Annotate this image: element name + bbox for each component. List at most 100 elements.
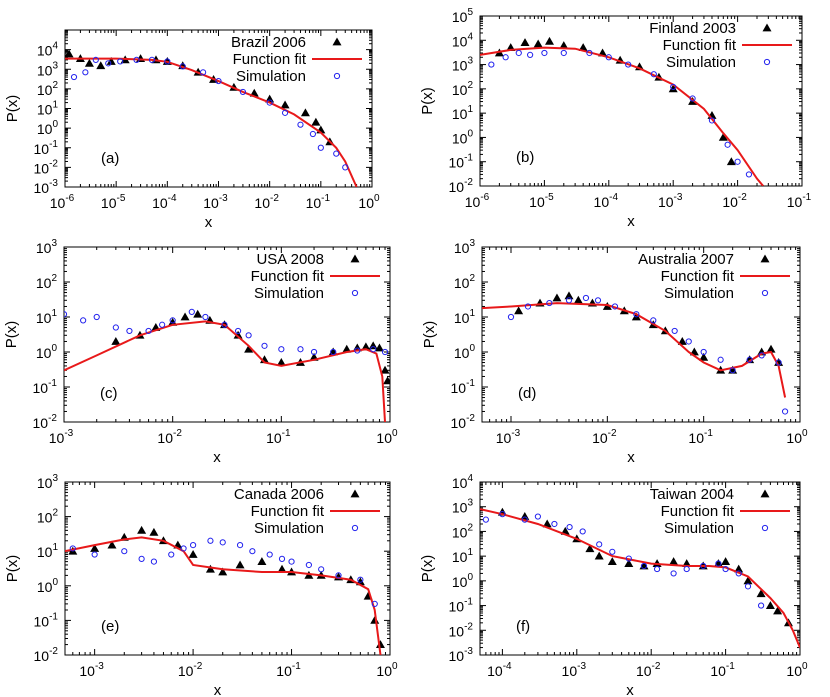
legend-swatch-triangle [332,37,342,46]
simulation-point [297,346,304,353]
simulation-point [207,537,214,544]
y-axis-label: P(x) [419,87,436,115]
simulation-point [215,77,222,85]
y-tick-label: 10-1 [449,597,474,615]
legend-swatch-circle [761,289,769,297]
y-tick-label: 102 [454,273,476,291]
x-axis-label: x [626,682,634,697]
simulation-point [342,164,349,171]
x-axis-label: x [627,213,635,230]
fit-line [480,46,764,186]
x-tick-label: 10-3 [79,661,104,679]
data-triangle [585,544,595,553]
chart-panel-c: 10-3 10-2 10-1 10010-210-1100101102103xP(x)… [3,238,398,466]
x-tick-label: 10-4 [487,661,512,679]
chart-panel-f: 10-4 10-3 10-2 10-1 100 10-3 10-2 10-1 100 101 102… [419,473,808,697]
simulation-point [775,359,782,366]
x-tick-label: 100 [786,428,808,446]
x-tick-label: 10-2 [722,192,747,210]
legend-label: USA 2008 [256,251,324,268]
x-tick-label: 10-1 [688,428,713,446]
data-triangle [276,358,286,366]
legend-label: Function fit [251,268,325,285]
panel-label: (b) [516,149,534,166]
simulation-point [650,317,657,324]
simulation-point [150,558,158,565]
data-triangle [734,564,744,573]
simulation-point [541,49,548,57]
y-tick-label: 103 [452,498,474,516]
legend-swatch-triangle [760,489,770,498]
data-triangle [699,352,709,361]
x-tick-label: 100 [376,661,398,679]
y-tick-label: 10-2 [33,413,58,431]
data-triangle [311,117,321,126]
simulation-point [708,117,716,124]
y-tick-label: 101 [36,308,58,326]
data-triangle [380,365,390,374]
x-tick-label: 10-3 [658,192,683,210]
simulation-point [317,144,324,151]
y-axis-label: P(x) [419,555,436,583]
data-triangle [106,56,116,65]
simulation-point [354,347,361,354]
simulation-point [670,83,677,91]
y-tick-label: 10-1 [451,378,476,396]
simulation-point [653,565,661,573]
y-tick-label: 10-3 [34,178,59,196]
data-triangle [368,341,378,350]
simulation-point [745,171,753,178]
simulation-point [744,583,752,590]
simulation-point [781,408,789,415]
simulation-point [266,551,273,558]
fit-line [480,508,800,648]
simulation-point [717,356,724,363]
x-tick-label: 10-3 [203,193,228,211]
y-tick-label: 10-1 [33,378,58,396]
simulation-point [482,516,489,523]
data-triangle [374,343,384,352]
legend-label: Simulation [254,520,324,537]
simulation-point [138,555,145,562]
x-axis-label: x [627,449,635,466]
y-tick-label: 10-1 [34,139,59,157]
y-tick-label: 100 [37,119,59,137]
data-triangle [300,108,310,117]
simulation-point [266,99,273,106]
simulation-point [685,338,692,345]
simulation-point [69,545,76,552]
simulation-point [318,566,325,573]
data-triangle [361,342,371,351]
simulation-point [82,69,89,76]
simulation-point [700,348,707,356]
simulation-point [219,539,226,546]
y-tick-label: 101 [452,547,474,565]
simulation-point [611,303,619,310]
data-triangle [624,559,634,567]
y-tick-label: 102 [37,508,59,526]
simulation-point [609,548,616,555]
plot-data [480,507,800,648]
data-triangle [573,295,583,304]
simulation-point [700,562,707,570]
simulation-point [261,342,268,349]
panel-label: (c) [100,385,118,402]
data-triangle [773,606,783,615]
simulation-point [596,541,603,548]
simulation-point [683,565,690,573]
plot-data [482,291,789,415]
legend-swatch-circle [761,524,769,532]
simulation-point [582,294,590,302]
plot-frame [63,246,391,423]
simulation-point [309,130,317,138]
simulation-point [515,49,522,57]
legend-label: Canada 2006 [234,486,324,503]
simulation-point [278,555,286,562]
simulation-point [180,545,187,552]
legend-label: Simulation [254,285,324,302]
plot-data [64,308,390,422]
simulation-point [625,555,632,562]
simulation-point [689,95,696,102]
legend-swatch-circle [351,524,359,532]
